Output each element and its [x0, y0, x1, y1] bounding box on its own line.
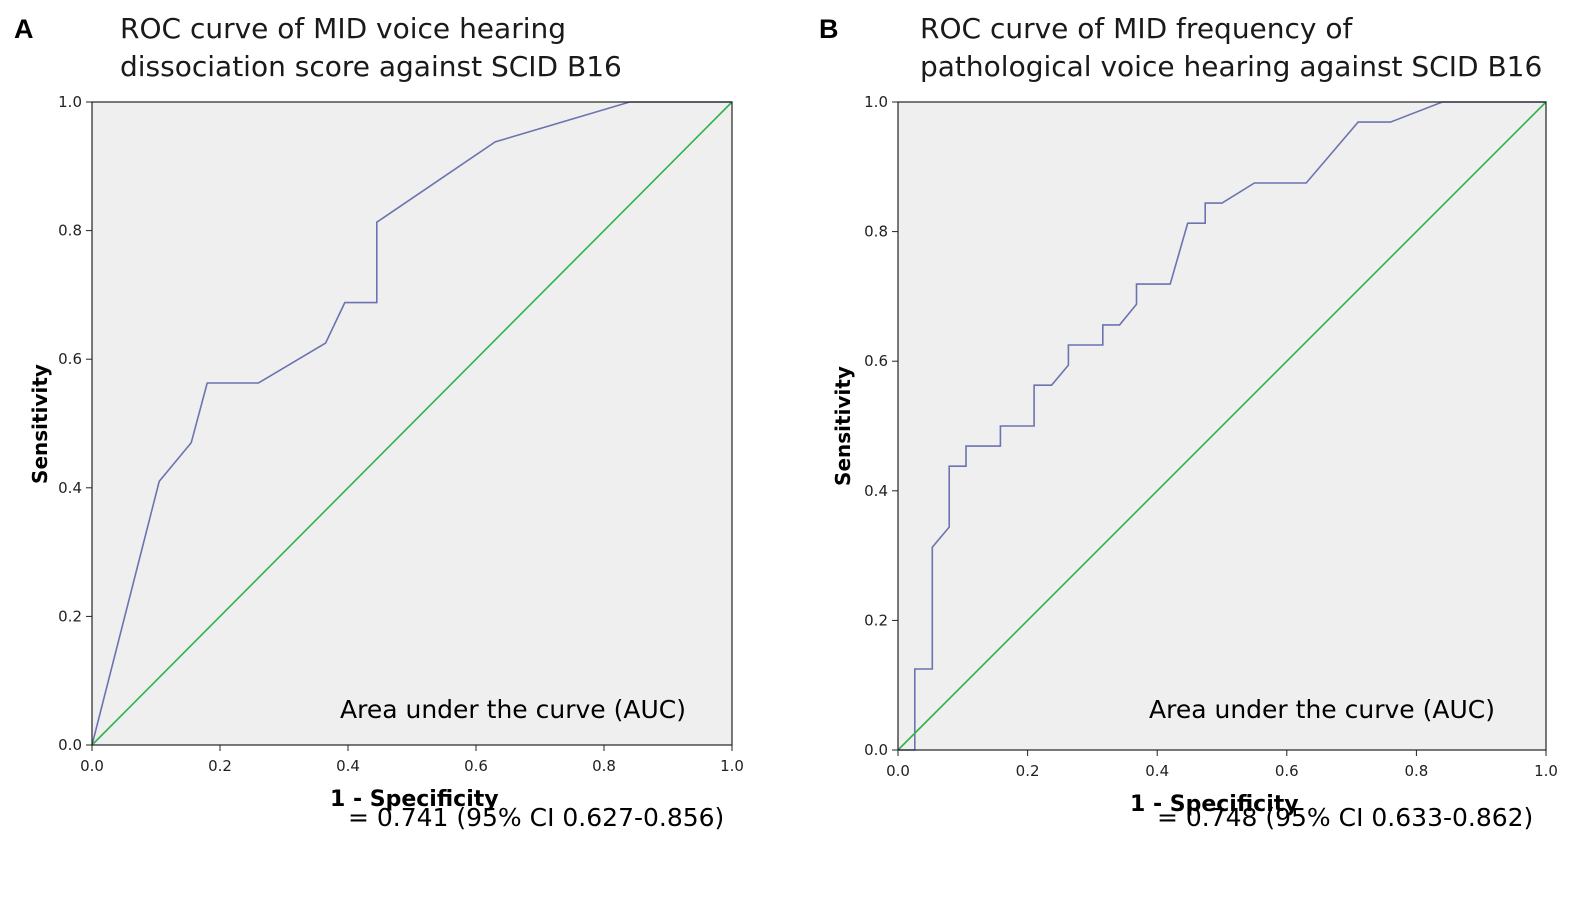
x-tick-label: 0.8	[592, 757, 616, 775]
y-tick-label: 1.0	[864, 93, 888, 111]
roc-plot-a: 0.0 0.2 0.4 0.6 0.8 1.0 0.0 0.2 0.4 0.6 0.8 1.0	[58, 93, 744, 775]
auc-annotation: Area under the curve (AUC) = 0.748 (95% …	[1149, 620, 1533, 908]
x-tick-label: 0.4	[336, 757, 360, 775]
x-tick-label: 1.0	[720, 757, 744, 775]
panel-letter: A	[14, 14, 34, 44]
x-tick-label: 0.0	[80, 757, 104, 775]
y-tick-label: 0.2	[58, 607, 82, 625]
roc-curve	[898, 101, 1546, 751]
roc-plot-b: 0.0 0.2 0.4 0.6 0.8 1.0 0.0 0.2 0.4 0.6 0.8 1.0	[864, 93, 1558, 780]
auc-line2: = 0.741 (95% CI 0.627-0.856)	[340, 803, 725, 832]
x-tick-label: 0.2	[208, 757, 232, 775]
x-axis-label: 1 - Specificity	[330, 787, 499, 812]
chart-title: ROC curve of MID frequency of pathologic…	[920, 10, 1542, 86]
plot-frame	[91, 101, 733, 746]
chart-title-line2: dissociation score against SCID B16	[120, 50, 622, 83]
y-tick-label: 0.8	[58, 222, 82, 240]
y-tick-label: 0.2	[864, 611, 888, 629]
x-tick-label: 1.0	[1534, 762, 1558, 780]
y-axis-label: Sensitivity	[831, 366, 855, 486]
chart-title: ROC curve of MID voice hearing dissociat…	[120, 10, 622, 86]
y-tick-label: 0.6	[58, 350, 82, 368]
y-tick-label: 0.0	[864, 741, 888, 759]
reference-diagonal	[91, 101, 733, 746]
x-tick-label: 0.4	[1145, 762, 1169, 780]
reference-diagonal	[897, 101, 1547, 751]
y-axis-label: Sensitivity	[28, 364, 52, 484]
roc-curve	[91, 101, 732, 746]
panel-a: A ROC curve of MID voice hearing dissoci…	[0, 0, 797, 851]
y-tick-label: 0.6	[864, 352, 888, 370]
chart-title-line2: pathological voice hearing against SCID …	[920, 50, 1543, 83]
y-tick-label: 0.4	[864, 482, 888, 500]
x-tick-label: 0.6	[1275, 762, 1299, 780]
x-tick-label: 0.2	[1016, 762, 1040, 780]
panel-b: B ROC curve of MID frequency of patholog…	[797, 0, 1594, 851]
auc-line1: Area under the curve (AUC)	[1149, 695, 1495, 724]
y-tick-label: 1.0	[58, 93, 82, 111]
auc-line1: Area under the curve (AUC)	[340, 695, 686, 724]
y-tick-label: 0.8	[864, 223, 888, 241]
x-tick-label: 0.0	[886, 762, 910, 780]
plot-frame	[897, 101, 1547, 751]
auc-line2: = 0.748 (95% CI 0.633-0.862)	[1149, 803, 1534, 832]
x-axis-label: 1 - Specificity	[1130, 792, 1299, 817]
chart-title-line1: ROC curve of MID voice hearing	[120, 12, 567, 45]
panel-letter: B	[819, 14, 839, 44]
y-tick-label: 0.0	[58, 736, 82, 754]
y-tick-label: 0.4	[58, 479, 82, 497]
x-tick-label: 0.6	[464, 757, 488, 775]
auc-annotation: Area under the curve (AUC) = 0.741 (95% …	[340, 620, 724, 908]
chart-title-line1: ROC curve of MID frequency of	[920, 12, 1353, 45]
x-tick-label: 0.8	[1404, 762, 1428, 780]
